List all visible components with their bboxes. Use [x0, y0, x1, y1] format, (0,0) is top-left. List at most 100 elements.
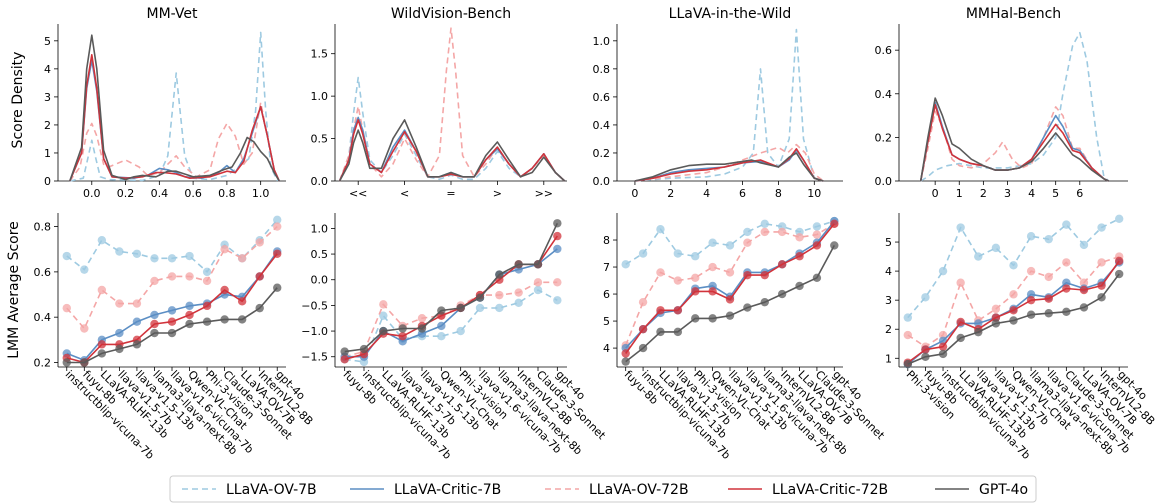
data-point-ov7 — [974, 252, 983, 261]
data-point-critic72 — [795, 252, 804, 261]
y-tick-label: 0.4 — [593, 119, 611, 132]
data-point-gpt4o — [273, 283, 282, 292]
data-point-ov72 — [1044, 272, 1053, 282]
data-point-ov72 — [80, 324, 89, 333]
data-point-critic7 — [132, 317, 142, 326]
y-tick-label: 0.4 — [875, 88, 893, 101]
data-point-ov7 — [691, 252, 700, 261]
data-point-critic72 — [97, 340, 107, 349]
data-point-gpt4o — [673, 327, 683, 337]
panel-3: LLaVA-in-the-Wild 0.0 0.2 0.4 0.6 0.8 1.0 0 2 4 6 8… — [593, 6, 843, 200]
series-line-critic72 — [338, 119, 566, 182]
data-point-gpt4o — [1062, 307, 1071, 316]
data-point-ov72 — [150, 276, 159, 286]
series-line-critic72 — [344, 235, 558, 361]
data-point-gpt4o — [691, 314, 700, 323]
data-point-gpt4o — [115, 344, 124, 354]
legend-frame — [169, 475, 1037, 503]
y-tick-label: 0.2 — [34, 356, 52, 369]
data-point-ov72 — [533, 278, 543, 287]
data-point-critic7 — [185, 301, 194, 311]
data-point-critic72 — [1026, 295, 1036, 305]
x-tick-label: < — [400, 187, 409, 200]
data-point-ov7 — [202, 267, 212, 277]
data-point-critic72 — [921, 345, 930, 354]
data-point-ov72 — [220, 245, 229, 254]
ylabel-average: LMM Average Score — [6, 221, 22, 359]
data-point-critic72 — [167, 317, 177, 326]
data-point-critic72 — [273, 249, 282, 258]
data-point-ov7 — [553, 296, 562, 305]
y-tick-label: 3 — [885, 294, 892, 307]
data-point-ov7 — [673, 249, 683, 258]
data-point-gpt4o — [150, 328, 159, 338]
x-tick-label: 6 — [739, 187, 746, 200]
data-point-ov7 — [1097, 223, 1106, 232]
data-point-ov7 — [725, 241, 735, 250]
y-tick-label: 0.8 — [593, 63, 611, 76]
data-point-critic72 — [938, 342, 948, 351]
data-point-ov72 — [1009, 290, 1018, 299]
data-point-ov7 — [760, 219, 769, 229]
data-point-gpt4o — [202, 317, 212, 326]
data-point-gpt4o — [638, 343, 648, 353]
data-point-ov72 — [255, 238, 264, 247]
data-point-gpt4o — [830, 241, 839, 250]
legend: LLaVA-OV-7B LLaVA-Critic-7B LLaVA-OV-72B LL… — [169, 475, 1037, 503]
data-point-ov7 — [115, 247, 124, 256]
series-line-critic7 — [338, 116, 566, 182]
y-tick-label: 4 — [885, 265, 892, 278]
x-tick-label: 3 — [1004, 187, 1011, 200]
y-tick-label: 0.0 — [875, 175, 893, 188]
data-point-critic72 — [185, 310, 194, 320]
x-tick-label: 10 — [807, 187, 821, 200]
data-point-ov7 — [938, 266, 948, 276]
x-tick-label: 2 — [980, 187, 987, 200]
data-point-gpt4o — [437, 306, 446, 315]
data-point-ov7 — [185, 251, 194, 261]
data-point-critic72 — [1062, 284, 1071, 293]
legend-label-critic7: LLaVA-Critic-7B — [394, 482, 501, 498]
y-tick-label: −1.0 — [301, 325, 328, 338]
data-point-ov72 — [708, 262, 717, 272]
y-tick-label: 1 — [44, 147, 51, 160]
data-point-gpt4o — [417, 324, 427, 333]
panel-4: MMHal-Bench 0.0 0.2 0.4 0.6 0 1 2 3 4 5 6 — [875, 6, 1128, 200]
series-line-gpt4o — [69, 34, 280, 182]
data-point-ov72 — [673, 276, 683, 285]
x-tick-label: 0.6 — [184, 187, 202, 200]
data-point-critic7 — [553, 244, 562, 254]
series-line-ov72 — [338, 27, 566, 182]
x-tick-label: 0.4 — [151, 187, 169, 200]
data-point-ov7 — [62, 251, 71, 261]
series-line-critic72 — [69, 54, 280, 182]
y-tick-label: 5 — [603, 315, 610, 328]
data-point-ov72 — [638, 297, 648, 307]
panel-8: 12345Phi-3-visionfuyu-8binstructblip-vic… — [885, 213, 1157, 462]
panel-7: 45678fuyu-8binstructblip-vicuna-7bLLaVA-… — [603, 213, 887, 462]
x-tick-label: 0 — [631, 187, 638, 200]
data-point-ov7 — [533, 285, 543, 295]
data-point-critic72 — [621, 349, 630, 358]
data-point-ov72 — [553, 278, 562, 287]
data-point-gpt4o — [708, 314, 717, 323]
y-tick-label: 5 — [44, 35, 51, 48]
data-point-gpt4o — [812, 273, 822, 283]
data-point-gpt4o — [514, 260, 523, 269]
y-tick-label: 0.5 — [311, 133, 329, 146]
data-point-ov7 — [132, 249, 142, 258]
y-tick-label: 0.6 — [593, 91, 611, 104]
data-point-ov7 — [621, 260, 630, 269]
data-point-gpt4o — [956, 333, 965, 343]
data-point-ov72 — [237, 254, 247, 263]
data-point-critic72 — [691, 287, 700, 296]
data-point-critic72 — [638, 324, 648, 334]
data-point-gpt4o — [795, 281, 804, 291]
data-point-ov72 — [725, 268, 735, 277]
data-point-critic72 — [991, 313, 1001, 322]
y-tick-label: 1.0 — [311, 222, 329, 235]
panel-title: WildVision-Bench — [391, 6, 511, 22]
x-tick-label: > — [493, 187, 502, 200]
data-point-gpt4o — [255, 303, 264, 313]
data-point-ov7 — [638, 249, 648, 258]
